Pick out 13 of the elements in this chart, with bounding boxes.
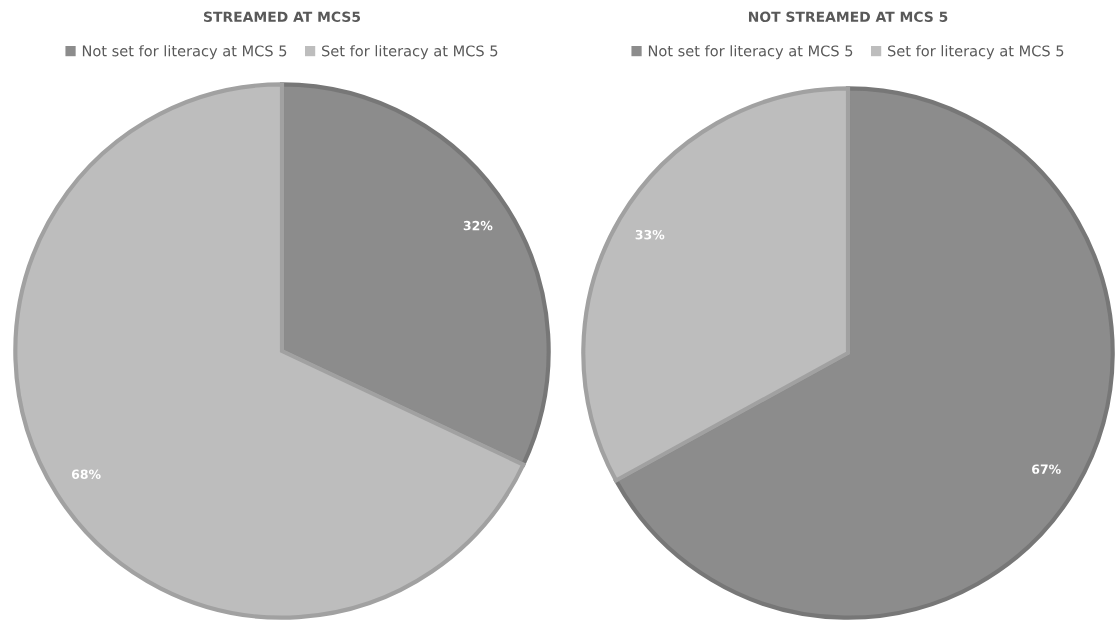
legend-label: Not set for literacy at MCS 5 — [82, 45, 287, 60]
chart-title: STREAMED AT MCS5 — [203, 11, 361, 23]
legend-label: Set for literacy at MCS 5 — [322, 45, 498, 60]
data-label: 67% — [1032, 464, 1061, 474]
pie-slice — [613, 86, 1115, 620]
data-label: 68% — [71, 469, 101, 479]
data-label: 33% — [635, 229, 665, 240]
pie-slice — [13, 82, 526, 620]
pie-slice — [581, 86, 851, 483]
chart-title: NOT STREAMED AT MCS 5 — [748, 11, 948, 23]
legend-label: Set for literacy at MCS 5 — [888, 45, 1064, 60]
data-label: 32% — [463, 220, 493, 231]
legend-label: Not set for literacy at MCS 5 — [648, 45, 853, 60]
